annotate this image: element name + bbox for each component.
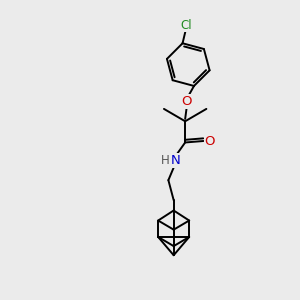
Text: O: O [205, 134, 215, 148]
Text: O: O [182, 95, 192, 108]
Text: H: H [161, 154, 170, 166]
Text: Cl: Cl [180, 19, 192, 32]
Text: N: N [170, 154, 180, 166]
